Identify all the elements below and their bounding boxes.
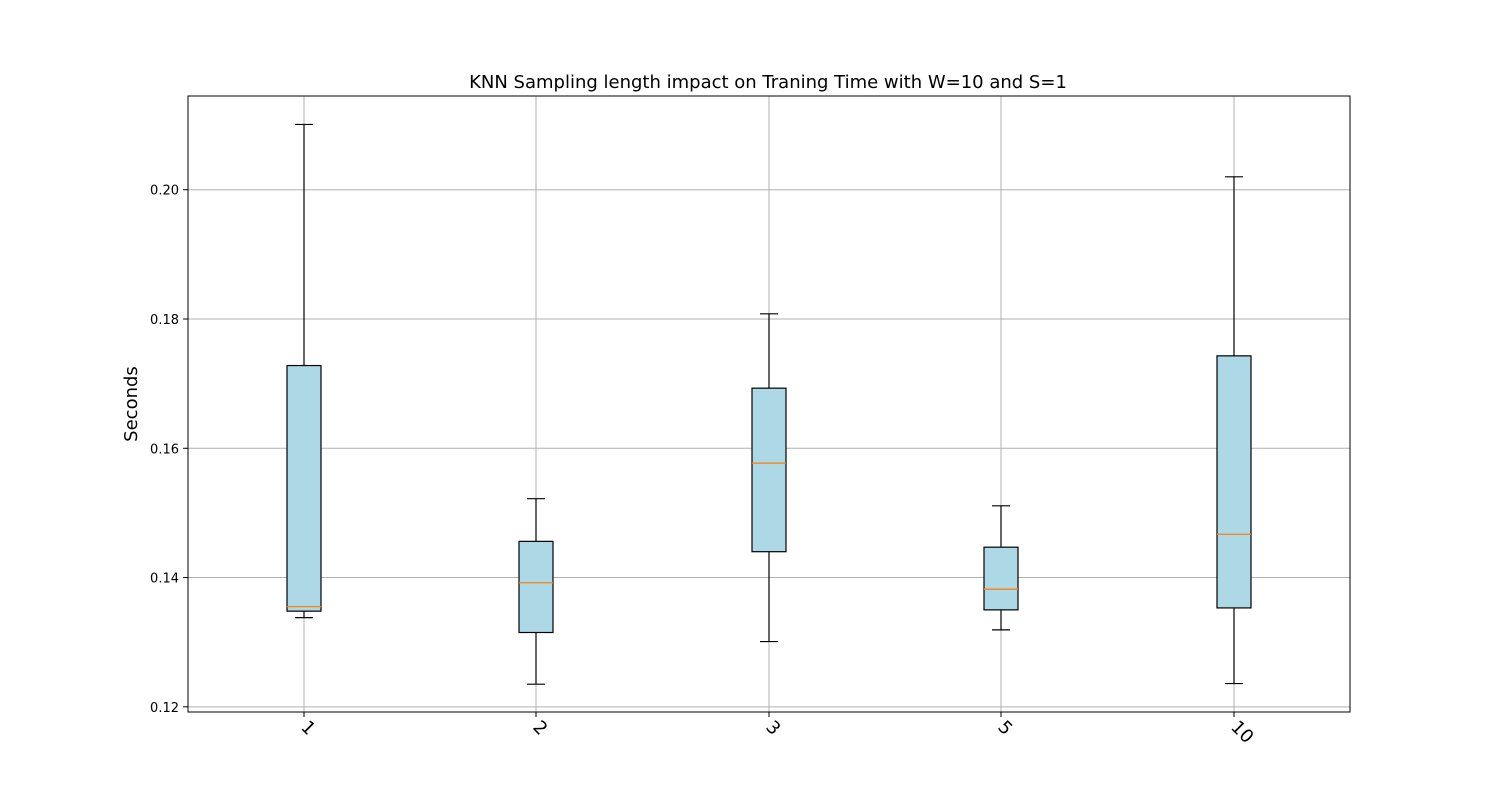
iqr-box bbox=[983, 546, 1019, 611]
y-tick-label: 0.20 bbox=[150, 184, 179, 199]
box-group-3 bbox=[751, 313, 787, 643]
iqr-box bbox=[286, 364, 322, 612]
box-series bbox=[286, 123, 1252, 685]
iqr-box bbox=[518, 540, 554, 634]
chart-title: KNN Sampling length impact on Traning Ti… bbox=[469, 72, 1067, 93]
plot-frame bbox=[187, 95, 1351, 713]
x-tick-label: 3 bbox=[761, 717, 784, 740]
box-group-5 bbox=[983, 505, 1019, 631]
y-axis-label: Seconds bbox=[121, 366, 142, 442]
x-tick-label: 2 bbox=[528, 717, 551, 740]
iqr-box bbox=[751, 387, 787, 553]
box-group-10 bbox=[1216, 176, 1252, 685]
iqr-box bbox=[1216, 355, 1252, 609]
y-tick-label: 0.16 bbox=[150, 442, 179, 457]
x-tick-label: 10 bbox=[1226, 717, 1257, 748]
box-group-2 bbox=[518, 498, 554, 685]
x-tick-label: 5 bbox=[993, 717, 1016, 740]
x-tick-label: 1 bbox=[296, 717, 319, 740]
box-group-1 bbox=[286, 123, 322, 619]
y-tick-label: 0.12 bbox=[150, 701, 179, 716]
y-tick-label: 0.18 bbox=[150, 313, 179, 328]
y-tick-label: 0.14 bbox=[150, 572, 179, 587]
